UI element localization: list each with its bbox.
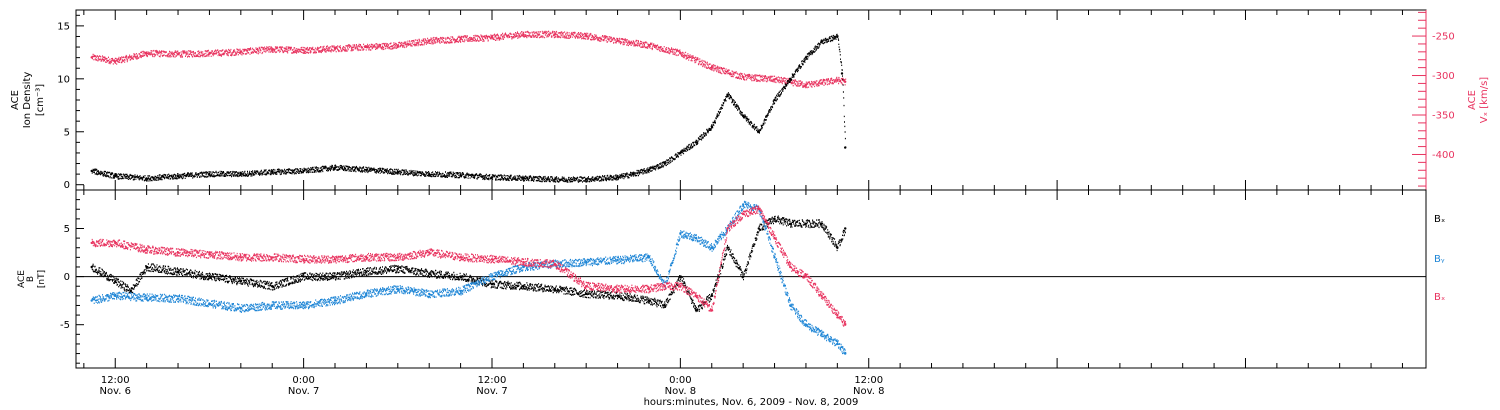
date-tick-label: Nov. 6 xyxy=(100,386,131,397)
field-tick-label: -5 xyxy=(60,320,70,331)
series-density xyxy=(90,33,847,183)
date-tick-label: Nov. 8 xyxy=(853,386,884,397)
date-tick-label: Nov. 7 xyxy=(288,386,319,397)
legend-bx: Bₓ xyxy=(1434,214,1445,225)
field-axis-label-line2: B xyxy=(26,276,36,282)
density-trace xyxy=(91,33,847,183)
velocity-axis-label-line2: Vₓ [km/s] xyxy=(1479,77,1490,123)
velocity-tick-label: -300 xyxy=(1432,71,1455,82)
time-tick-label: 12:00 xyxy=(478,375,507,386)
field-tick-label: 0 xyxy=(64,272,70,283)
legend-by: Bᵧ xyxy=(1434,254,1445,265)
series-bz xyxy=(90,205,847,327)
time-tick-label: 12:00 xyxy=(101,375,130,386)
series-by xyxy=(90,200,847,355)
legend-bz: Bₓ xyxy=(1434,292,1445,303)
density-axis: 0 5 10 15 xyxy=(57,14,84,191)
bottom-panel: 5 0 -5 ACE B [nT] Bₓ Bᵧ Bₓ xyxy=(17,189,1445,369)
field-axis: 5 0 -5 xyxy=(60,199,84,364)
velocity-tick-label: -400 xyxy=(1432,150,1455,161)
density-point xyxy=(840,72,844,75)
bz-trace xyxy=(91,205,847,327)
velocity-tick-label: -350 xyxy=(1432,111,1455,122)
bottom-panel-traces xyxy=(90,200,847,355)
series-vx xyxy=(90,30,847,89)
time-tick-label: 0:00 xyxy=(292,375,314,386)
density-axis-label-line2: Ion Density xyxy=(22,72,33,129)
bottom-panel-frame xyxy=(75,189,1427,369)
x-axis-title: hours:minutes, Nov. 6, 2009 - Nov. 8, 20… xyxy=(644,397,859,408)
field-tick-label: 5 xyxy=(64,224,70,235)
density-tick-label: 0 xyxy=(64,180,70,191)
density-axis-label-line3: [cm⁻³] xyxy=(35,84,46,116)
bx-trace xyxy=(91,215,847,313)
bx-point xyxy=(302,275,305,278)
vx-trace xyxy=(91,30,847,89)
by-point xyxy=(333,299,337,302)
vx-point xyxy=(490,36,494,39)
velocity-axis-label-line1: ACE xyxy=(1467,90,1478,110)
time-tick-label: 0:00 xyxy=(669,375,691,386)
by-point xyxy=(90,299,93,302)
top-panel-frame xyxy=(75,9,1427,191)
time-tick-label: 12:00 xyxy=(854,375,883,386)
density-tick-label: 10 xyxy=(57,74,70,85)
density-tick-label: 15 xyxy=(57,21,70,32)
velocity-tick-label: -250 xyxy=(1432,32,1455,43)
top-panel-traces xyxy=(90,30,847,183)
field-axis-label-line1: ACE xyxy=(17,270,27,288)
series-bx xyxy=(90,215,847,313)
velocity-axis: -250 -300 -350 -400 xyxy=(1412,10,1455,190)
date-tick-label: Nov. 8 xyxy=(665,386,696,397)
field-axis-label-line3: [nT] xyxy=(37,270,47,288)
density-axis-label-line1: ACE xyxy=(10,90,21,110)
density-tick-label: 5 xyxy=(64,127,70,138)
date-tick-label: Nov. 7 xyxy=(476,386,507,397)
